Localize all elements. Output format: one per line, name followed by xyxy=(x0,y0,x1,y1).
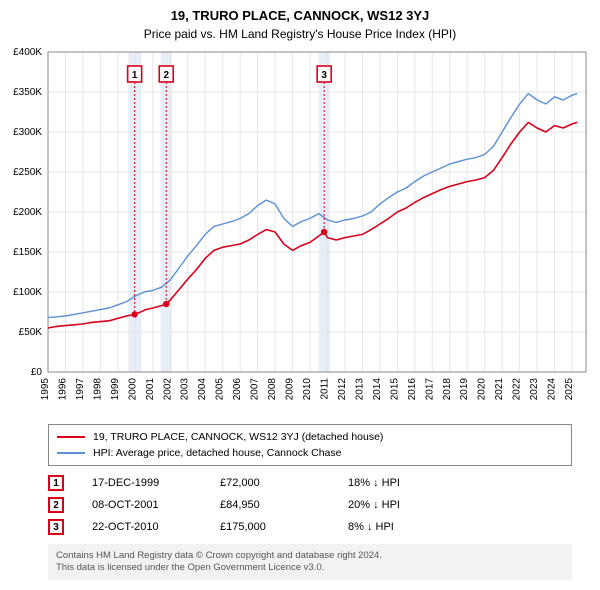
sales-row: 3 22-OCT-2010 £175,000 8% ↓ HPI xyxy=(48,516,572,538)
svg-text:2024: 2024 xyxy=(547,378,558,401)
legend: 19, TRURO PLACE, CANNOCK, WS12 3YJ (deta… xyxy=(48,424,572,466)
svg-text:2004: 2004 xyxy=(197,378,208,401)
svg-text:2011: 2011 xyxy=(319,378,330,400)
sales-row: 1 17-DEC-1999 £72,000 18% ↓ HPI xyxy=(48,472,572,494)
sale-date: 17-DEC-1999 xyxy=(92,477,192,489)
svg-text:£350K: £350K xyxy=(13,87,42,98)
chart-title: 19, TRURO PLACE, CANNOCK, WS12 3YJ xyxy=(10,8,590,25)
svg-text:2008: 2008 xyxy=(267,378,278,401)
svg-text:2012: 2012 xyxy=(337,378,348,401)
footer-line-1: Contains HM Land Registry data © Crown c… xyxy=(56,550,564,562)
svg-text:2013: 2013 xyxy=(354,378,365,401)
svg-text:2016: 2016 xyxy=(407,378,418,401)
svg-text:2009: 2009 xyxy=(285,378,296,401)
svg-text:£400K: £400K xyxy=(13,47,42,58)
figure-container: 19, TRURO PLACE, CANNOCK, WS12 3YJ Price… xyxy=(0,0,600,580)
sale-hpi-diff: 8% ↓ HPI xyxy=(348,521,448,533)
sale-marker-badge: 3 xyxy=(48,519,64,535)
svg-text:2007: 2007 xyxy=(250,378,261,401)
sales-row: 2 08-OCT-2001 £84,950 20% ↓ HPI xyxy=(48,494,572,516)
sale-price: £72,000 xyxy=(220,477,320,489)
legend-swatch xyxy=(57,436,85,438)
svg-text:2001: 2001 xyxy=(145,378,156,401)
svg-text:£200K: £200K xyxy=(13,207,42,218)
svg-text:2015: 2015 xyxy=(389,378,400,401)
legend-label: 19, TRURO PLACE, CANNOCK, WS12 3YJ (deta… xyxy=(93,431,383,443)
svg-text:2022: 2022 xyxy=(512,378,523,401)
svg-text:£300K: £300K xyxy=(13,127,42,138)
svg-text:1996: 1996 xyxy=(57,378,68,401)
svg-text:2003: 2003 xyxy=(180,378,191,401)
svg-text:2017: 2017 xyxy=(424,378,435,401)
chart-svg: £0 £50K £100K £150K £200K £250K £300K £350K £400… xyxy=(0,46,600,416)
sale-hpi-diff: 18% ↓ HPI xyxy=(348,477,448,489)
svg-text:2014: 2014 xyxy=(372,378,383,401)
sale-price: £84,950 xyxy=(220,499,320,511)
svg-text:1997: 1997 xyxy=(75,378,86,401)
svg-text:2002: 2002 xyxy=(162,378,173,401)
legend-label: HPI: Average price, detached house, Cann… xyxy=(93,447,341,459)
legend-row: HPI: Average price, detached house, Cann… xyxy=(57,445,563,461)
sale-hpi-diff: 20% ↓ HPI xyxy=(348,499,448,511)
svg-text:3: 3 xyxy=(321,70,327,81)
sale-marker-badge: 2 xyxy=(48,497,64,513)
svg-text:1999: 1999 xyxy=(110,378,121,401)
svg-text:2000: 2000 xyxy=(127,378,138,401)
svg-text:2025: 2025 xyxy=(564,378,575,401)
svg-text:2006: 2006 xyxy=(232,378,243,401)
footer-line-2: This data is licensed under the Open Gov… xyxy=(56,562,564,574)
svg-text:2020: 2020 xyxy=(477,378,488,401)
sale-marker-badge: 1 xyxy=(48,475,64,491)
svg-text:£100K: £100K xyxy=(13,287,42,298)
sales-table: 1 17-DEC-1999 £72,000 18% ↓ HPI 2 08-OCT-2001… xyxy=(48,472,572,538)
svg-text:2021: 2021 xyxy=(494,378,505,401)
svg-text:£50K: £50K xyxy=(19,327,43,338)
titles: 19, TRURO PLACE, CANNOCK, WS12 3YJ Price… xyxy=(0,0,600,46)
svg-text:£150K: £150K xyxy=(13,247,42,258)
legend-row: 19, TRURO PLACE, CANNOCK, WS12 3YJ (deta… xyxy=(57,429,563,445)
svg-text:2023: 2023 xyxy=(529,378,540,401)
svg-text:1: 1 xyxy=(132,70,138,81)
svg-text:1998: 1998 xyxy=(92,378,103,401)
chart-area: £0 £50K £100K £150K £200K £250K £300K £350K £400… xyxy=(0,46,600,416)
svg-text:2005: 2005 xyxy=(215,378,226,401)
chart-subtitle: Price paid vs. HM Land Registry's House … xyxy=(10,27,590,43)
svg-text:£250K: £250K xyxy=(13,167,42,178)
svg-text:2010: 2010 xyxy=(302,378,313,401)
legend-swatch xyxy=(57,452,85,454)
svg-text:1995: 1995 xyxy=(40,378,51,401)
sale-price: £175,000 xyxy=(220,521,320,533)
svg-text:£0: £0 xyxy=(31,367,43,378)
attribution-footer: Contains HM Land Registry data © Crown c… xyxy=(48,544,572,580)
svg-text:2019: 2019 xyxy=(459,378,470,401)
sale-date: 22-OCT-2010 xyxy=(92,521,192,533)
svg-text:2018: 2018 xyxy=(442,378,453,401)
svg-text:2: 2 xyxy=(163,70,169,81)
sale-date: 08-OCT-2001 xyxy=(92,499,192,511)
